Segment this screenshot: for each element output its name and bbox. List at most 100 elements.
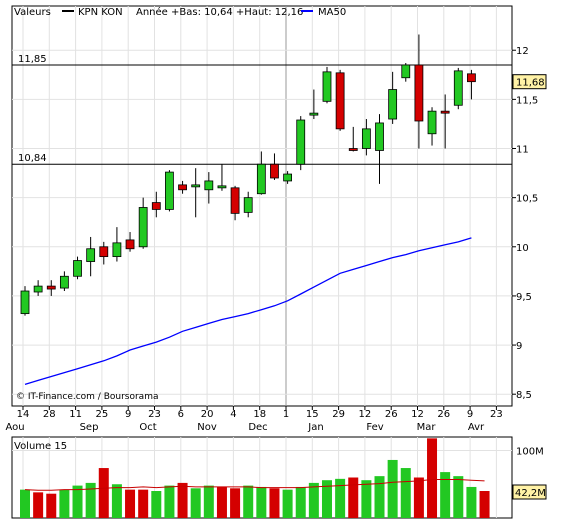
- candle-body: [217, 185, 227, 189]
- x-month-label: Mar: [417, 422, 437, 433]
- candle: [375, 114, 384, 184]
- price-y-ticks: 12 11,5 11 10,5 10 9,5 9 8,5: [512, 46, 538, 401]
- candle: [322, 66, 332, 104]
- candle: [138, 197, 148, 249]
- candle-body: [375, 122, 384, 151]
- year-range-text: Année +Bas: 10,64 +Haut: 12,16: [136, 6, 303, 18]
- valeurs-label: Valeurs: [14, 7, 51, 18]
- current-price-badge: 11,68: [512, 74, 547, 90]
- candle: [453, 67, 463, 110]
- x-day-label: 9: [467, 409, 473, 420]
- candle-body: [151, 202, 161, 210]
- volume-bar: [216, 486, 227, 518]
- candle: [256, 151, 266, 195]
- candle-body: [270, 163, 279, 179]
- candle-body: [283, 173, 293, 182]
- x-day-label: 20: [201, 409, 214, 420]
- volume-bar: [466, 486, 477, 518]
- candle: [204, 172, 214, 204]
- volume-bar: [427, 438, 438, 518]
- volume-bar: [400, 468, 411, 518]
- candle-body: [125, 239, 135, 250]
- candle-body: [467, 73, 476, 83]
- volume-bar: [335, 478, 346, 518]
- candle-body: [335, 72, 345, 130]
- candle-body: [33, 285, 43, 293]
- volume-bar: [230, 488, 241, 518]
- x-month-label: Jan: [307, 422, 323, 433]
- candle-body: [204, 180, 214, 191]
- x-day-label: 18: [253, 409, 266, 420]
- x-month-label: Aou: [5, 422, 24, 433]
- candle-body: [322, 71, 332, 102]
- current-price-badge-box: [512, 74, 547, 90]
- candle: [401, 63, 411, 82]
- x-day-label: 11: [69, 409, 82, 420]
- candle-body: [86, 248, 96, 262]
- volume-bar: [177, 482, 188, 518]
- x-month-label: Nov: [197, 422, 217, 433]
- current-volume-badge-box: [512, 484, 547, 500]
- x-day-label: 26: [385, 409, 398, 420]
- candle: [178, 180, 187, 194]
- volume-bar: [348, 477, 359, 518]
- x-month-label: Sep: [80, 422, 99, 433]
- candle: [309, 89, 319, 120]
- price-y-tick-label: 10,5: [516, 194, 538, 205]
- x-day-label: 14: [17, 409, 30, 420]
- volume-bar: [361, 480, 372, 518]
- candle: [125, 232, 135, 252]
- chart-header: Valeurs KPN KON Année +Bas: 10,64 +Haut:…: [14, 6, 346, 18]
- current-volume-value: 42,2M: [515, 488, 546, 499]
- x-day-label: 28: [43, 409, 56, 420]
- candle-body: [191, 184, 201, 188]
- volume-bar: [33, 492, 44, 518]
- x-day-label: 12: [359, 409, 372, 420]
- x-day-label: 29: [332, 409, 345, 420]
- volume-bar: [190, 488, 201, 518]
- x-day-label: 1: [283, 409, 289, 420]
- ma50-label: MA50: [318, 7, 346, 18]
- candle-body: [309, 112, 319, 116]
- candle: [217, 164, 227, 191]
- candle-body: [230, 187, 240, 214]
- candle-body: [99, 246, 109, 258]
- candle-body: [165, 171, 174, 210]
- volume-bar: [413, 477, 424, 518]
- volume-bar: [59, 489, 70, 518]
- candle-body: [453, 70, 463, 106]
- candle-body: [401, 64, 411, 79]
- candle-body: [440, 110, 450, 114]
- candle: [59, 271, 69, 292]
- reference-line-label: 10,84: [18, 153, 47, 164]
- source-credit: © IT-Finance.com / Boursorama: [16, 392, 158, 402]
- x-day-label: 4: [230, 409, 236, 420]
- candle-body: [59, 275, 69, 289]
- volume-bar: [374, 476, 385, 518]
- volume-bar: [321, 480, 332, 518]
- volume-bar: [111, 484, 122, 518]
- candle: [440, 94, 450, 149]
- price-y-tick-label: 10: [516, 243, 529, 254]
- volume-bar: [295, 486, 306, 518]
- candle-body: [256, 163, 266, 195]
- ma50-line: [24, 237, 472, 386]
- volume-title: Volume 15: [14, 441, 67, 452]
- candle-body: [414, 64, 424, 122]
- volume-bar: [151, 491, 162, 518]
- candle: [388, 71, 398, 124]
- volume-bar: [85, 482, 96, 518]
- candle: [427, 107, 437, 146]
- volume-bar: [282, 489, 293, 518]
- price-y-tick-label: 9,5: [516, 292, 532, 303]
- price-y-tick-label: 8,5: [516, 390, 532, 401]
- price-y-tick-label: 12: [516, 46, 529, 57]
- candle-body: [20, 290, 30, 315]
- x-month-label: Avr: [468, 422, 485, 433]
- candle-body: [73, 260, 82, 277]
- candle-body: [361, 128, 371, 149]
- volume-bar: [269, 488, 280, 518]
- candle-body: [112, 242, 122, 258]
- volume-bar: [440, 472, 451, 518]
